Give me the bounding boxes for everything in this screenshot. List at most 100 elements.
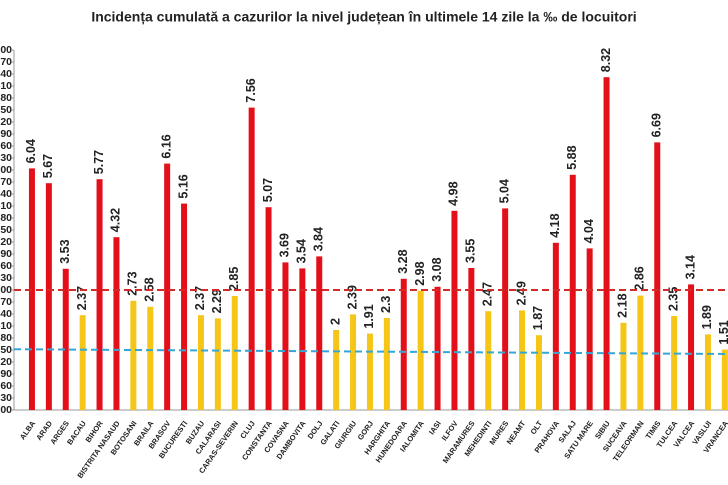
value-label: 7.56	[244, 78, 258, 102]
value-label: 6.69	[650, 113, 664, 137]
y-tick-label: 3.90	[0, 248, 12, 260]
bar	[366, 333, 373, 410]
value-label: 5.67	[41, 154, 55, 178]
y-tick-label: 4.80	[0, 212, 12, 224]
bar	[417, 290, 424, 410]
value-label: 2.35	[666, 287, 680, 311]
bar	[383, 318, 390, 410]
bar	[721, 349, 728, 410]
y-tick-label: 5.70	[0, 176, 12, 188]
bar	[468, 268, 475, 410]
bar	[552, 242, 559, 410]
value-label: 8.32	[599, 48, 613, 72]
bar	[350, 314, 357, 410]
y-tick-label: 9.00	[0, 44, 12, 56]
bar	[485, 311, 492, 410]
value-label: 2.85	[227, 267, 241, 291]
value-label: 5.88	[565, 145, 579, 169]
y-tick-label: 6.00	[0, 164, 12, 176]
bar	[79, 315, 86, 410]
value-label: 2.47	[481, 282, 495, 306]
bar	[519, 310, 526, 410]
value-label: 3.84	[312, 227, 326, 251]
y-tick-label: 3.30	[0, 272, 12, 284]
bar	[502, 208, 509, 410]
value-label: 3.55	[464, 239, 478, 263]
bar	[248, 107, 255, 410]
value-label: 3.69	[278, 233, 292, 257]
bar	[400, 278, 407, 410]
bar	[214, 318, 221, 410]
value-label: 1.87	[531, 306, 545, 330]
bar	[113, 237, 120, 410]
value-label: 2.29	[210, 289, 224, 313]
y-tick-label: 8.40	[0, 68, 12, 80]
value-label: 6.16	[159, 134, 173, 158]
bar	[316, 256, 323, 410]
bar	[231, 296, 238, 410]
value-label: 4.32	[109, 208, 123, 232]
bar	[282, 262, 289, 410]
value-label: 2.86	[633, 266, 647, 290]
bar	[45, 183, 52, 410]
bar	[62, 268, 69, 410]
value-label: 2.18	[616, 293, 630, 317]
y-tick-label: 0.30	[0, 392, 12, 404]
value-label: 2	[328, 318, 342, 325]
bar	[299, 268, 306, 410]
bar	[637, 295, 644, 410]
bar	[164, 163, 171, 410]
y-tick-label: 3.00	[0, 284, 12, 296]
value-label: 2.49	[514, 281, 528, 305]
value-label: 3.53	[58, 239, 72, 263]
value-label: 5.04	[497, 179, 511, 203]
bar	[603, 77, 610, 410]
y-tick-label: 0.90	[0, 368, 12, 380]
y-tick-label: 6.90	[0, 128, 12, 140]
bar	[333, 330, 340, 410]
y-tick-label: 7.50	[0, 104, 12, 116]
bar	[451, 210, 458, 410]
chart-title: Incidența cumulată a cazurilor la nivel …	[91, 9, 636, 25]
y-tick-label: 6.60	[0, 140, 12, 152]
value-label: 4.18	[548, 213, 562, 237]
y-tick-label: 7.80	[0, 92, 12, 104]
bar	[620, 322, 627, 410]
value-label: 4.98	[447, 181, 461, 205]
value-label: 2.37	[75, 286, 89, 310]
y-tick-label: 1.80	[0, 332, 12, 344]
value-label: 2.3	[379, 296, 393, 313]
value-label: 5.77	[92, 150, 106, 174]
y-tick-label: 5.40	[0, 188, 12, 200]
y-tick-label: 5.10	[0, 200, 12, 212]
y-tick-label: 8.70	[0, 56, 12, 68]
y-tick-label: 4.50	[0, 224, 12, 236]
y-tick-label: 2.10	[0, 320, 12, 332]
y-tick-label: 0.00	[0, 404, 12, 416]
value-label: 2.98	[413, 261, 427, 285]
bar	[147, 306, 154, 410]
bar	[586, 248, 593, 410]
y-tick-label: 6.30	[0, 152, 12, 164]
y-tick-label: 1.50	[0, 344, 12, 356]
value-label: 4.04	[582, 219, 596, 243]
bar	[671, 316, 678, 410]
y-tick-label: 4.20	[0, 236, 12, 248]
x-tick-label: OLT	[529, 419, 545, 436]
value-label: 3.08	[430, 257, 444, 281]
value-label: 2.39	[345, 285, 359, 309]
y-tick-label: 2.70	[0, 296, 12, 308]
value-label: 3.14	[683, 255, 697, 279]
y-tick-label: 8.10	[0, 80, 12, 92]
value-label: 6.04	[24, 139, 38, 163]
y-tick-label: 3.60	[0, 260, 12, 272]
bar	[535, 335, 542, 410]
reference-line	[13, 348, 728, 355]
bar	[96, 179, 103, 410]
value-label: 5.07	[261, 178, 275, 202]
y-tick-label: 2.40	[0, 308, 12, 320]
bar	[181, 203, 188, 410]
value-label: 3.28	[396, 249, 410, 273]
